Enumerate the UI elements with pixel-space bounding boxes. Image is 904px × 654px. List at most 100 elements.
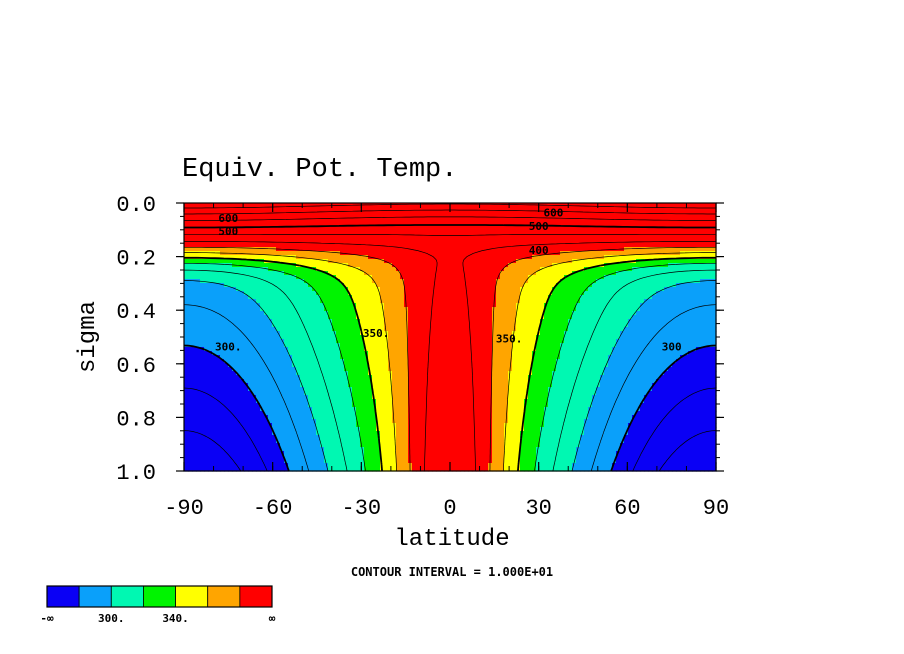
field-cell	[664, 315, 669, 320]
field-cell	[184, 339, 189, 344]
field-cell	[240, 271, 245, 276]
field-cell	[208, 231, 213, 236]
field-cell	[620, 231, 625, 236]
field-cell	[224, 327, 229, 332]
field-cell	[332, 307, 337, 312]
field-cell	[680, 335, 685, 340]
field-cell	[664, 211, 669, 216]
field-cell	[316, 299, 321, 304]
field-cell	[648, 303, 653, 308]
field-cell	[656, 295, 661, 300]
field-cell	[568, 211, 573, 216]
field-cell	[340, 239, 345, 244]
field-cell	[488, 255, 493, 260]
field-cell	[472, 275, 477, 280]
field-cell	[380, 347, 385, 352]
field-cell	[244, 267, 249, 272]
field-cell	[348, 267, 353, 272]
field-cell	[616, 279, 621, 284]
field-cell	[520, 311, 525, 316]
field-cell	[608, 215, 613, 220]
field-cell	[392, 331, 397, 336]
field-cell	[584, 259, 589, 264]
field-cell	[336, 319, 341, 324]
field-cell	[452, 227, 457, 232]
field-cell	[372, 291, 377, 296]
field-cell	[204, 331, 209, 336]
field-cell	[188, 335, 193, 340]
field-cell	[256, 215, 261, 220]
field-cell	[612, 347, 617, 352]
field-cell	[604, 287, 609, 292]
field-cell	[332, 311, 337, 316]
field-cell	[404, 219, 409, 224]
field-cell	[308, 263, 313, 268]
field-cell	[556, 271, 561, 276]
field-cell	[540, 247, 545, 252]
field-cell	[476, 331, 481, 336]
field-cell	[632, 299, 637, 304]
field-cell	[388, 247, 393, 252]
field-cell	[184, 279, 189, 284]
field-cell	[564, 219, 569, 224]
field-cell	[484, 283, 489, 288]
field-cell	[252, 343, 257, 348]
field-cell	[588, 207, 593, 212]
field-cell	[572, 299, 577, 304]
field-cell	[596, 267, 601, 272]
field-cell	[276, 211, 281, 216]
field-cell	[384, 323, 389, 328]
field-cell	[664, 295, 669, 300]
field-cell	[356, 303, 361, 308]
field-cell	[420, 291, 425, 296]
field-cell	[196, 307, 201, 312]
field-cell	[564, 303, 569, 308]
field-cell	[580, 311, 585, 316]
field-cell	[660, 283, 665, 288]
field-cell	[708, 263, 713, 268]
field-cell	[452, 267, 457, 272]
field-cell	[672, 215, 677, 220]
field-cell	[668, 247, 673, 252]
field-cell	[220, 263, 225, 268]
field-cell	[384, 303, 389, 308]
field-cell	[308, 343, 313, 348]
field-cell	[364, 347, 369, 352]
field-cell	[196, 323, 201, 328]
field-cell	[468, 303, 473, 308]
field-cell	[712, 303, 717, 308]
field-cell	[648, 307, 653, 312]
field-cell	[708, 287, 713, 292]
field-cell	[256, 247, 261, 252]
field-cell	[268, 215, 273, 220]
field-cell	[644, 219, 649, 224]
field-cell	[192, 283, 197, 288]
field-cell	[344, 307, 349, 312]
field-cell	[352, 307, 357, 312]
field-cell	[460, 227, 465, 232]
field-cell	[608, 211, 613, 216]
field-cell	[288, 315, 293, 320]
field-cell	[644, 339, 649, 344]
field-cell	[604, 255, 609, 260]
field-cell	[280, 215, 285, 220]
field-cell	[252, 223, 257, 228]
field-cell	[324, 351, 329, 356]
field-cell	[280, 307, 285, 312]
field-cell	[524, 227, 529, 232]
field-cell	[428, 307, 433, 312]
field-cell	[276, 223, 281, 228]
field-cell	[388, 327, 393, 332]
field-cell	[456, 339, 461, 344]
field-cell	[380, 231, 385, 236]
field-cell	[708, 347, 713, 352]
field-cell	[480, 239, 485, 244]
field-cell	[224, 339, 229, 344]
field-cell	[568, 311, 573, 316]
field-cell	[204, 263, 209, 268]
field-cell	[636, 255, 641, 260]
field-cell	[372, 327, 377, 332]
field-cell	[652, 343, 657, 348]
field-cell	[248, 291, 253, 296]
field-cell	[440, 267, 445, 272]
